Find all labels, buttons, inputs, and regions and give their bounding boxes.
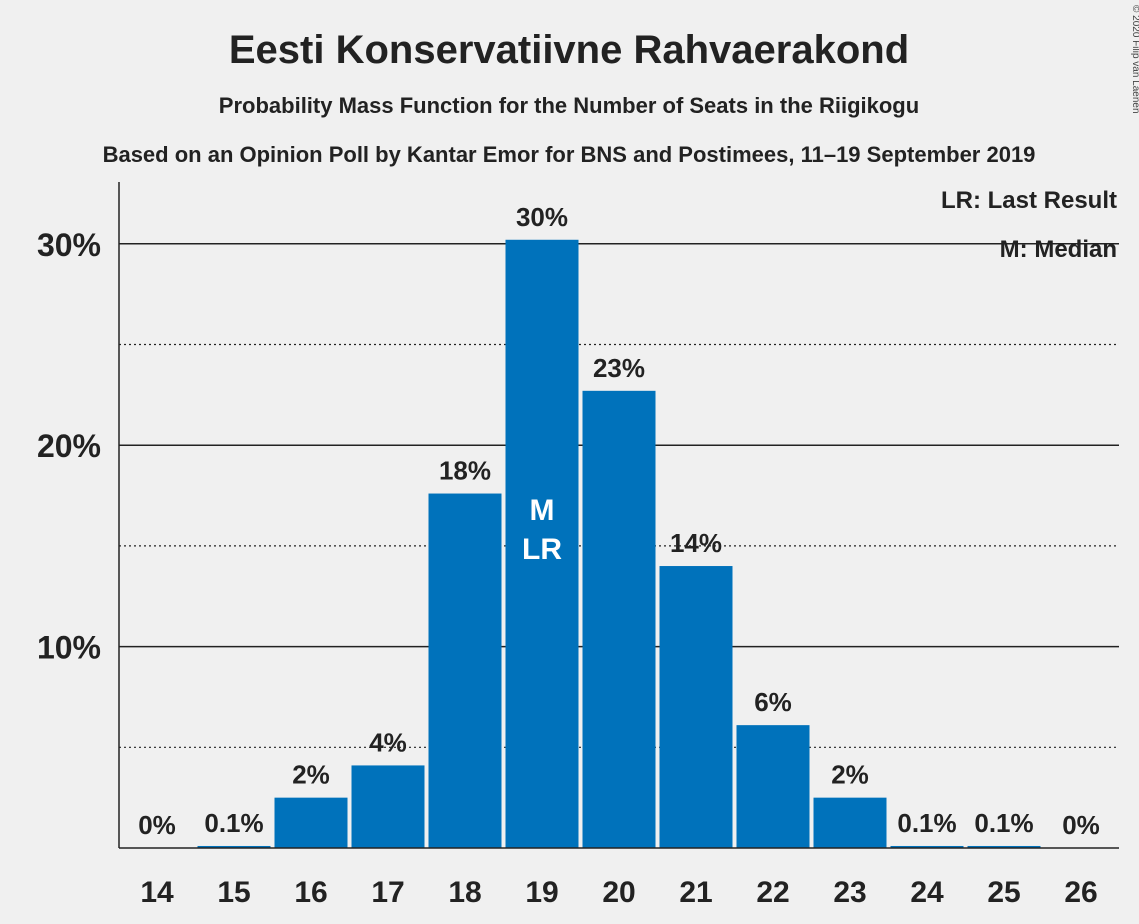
bar-value-label: 18% bbox=[439, 456, 491, 486]
chart-subtitle: Probability Mass Function for the Number… bbox=[219, 93, 919, 118]
x-tick-label: 18 bbox=[448, 876, 481, 909]
median-mark: M bbox=[530, 494, 555, 527]
bar bbox=[505, 239, 579, 849]
x-tick-label: 25 bbox=[987, 876, 1020, 909]
bar-value-label: 14% bbox=[670, 528, 722, 558]
bar-value-label: 2% bbox=[292, 760, 330, 790]
bar-value-label: 0.1% bbox=[897, 808, 956, 838]
bar-value-label: 0.1% bbox=[204, 808, 263, 838]
legend-last-result: LR: Last Result bbox=[941, 187, 1117, 214]
bar bbox=[428, 493, 502, 848]
y-tick-label: 30% bbox=[37, 227, 101, 263]
chart-source-line: Based on an Opinion Poll by Kantar Emor … bbox=[103, 142, 1036, 167]
median-last-result-marks: M LR bbox=[522, 494, 562, 566]
bar bbox=[813, 797, 887, 848]
x-tick-label: 20 bbox=[602, 876, 635, 909]
x-tick-label: 14 bbox=[140, 876, 174, 909]
x-axis-tick-labels: 14 15 16 17 18 19 20 21 22 23 24 25 26 bbox=[140, 876, 1097, 909]
bar-value-label: 6% bbox=[754, 687, 792, 717]
bar-value-labels: 0% 0.1% 2% 4% 18% 30% 23% 14% 6% 2% 0.1% 0.1% 0% bbox=[138, 202, 1100, 840]
x-tick-label: 16 bbox=[294, 876, 327, 909]
y-axis-tick-labels: 10% 20% 30% bbox=[37, 227, 101, 666]
x-tick-label: 24 bbox=[910, 876, 944, 909]
last-result-mark: LR bbox=[522, 533, 562, 566]
y-tick-label: 20% bbox=[37, 428, 101, 464]
x-tick-label: 19 bbox=[525, 876, 558, 909]
x-tick-label: 22 bbox=[756, 876, 789, 909]
x-tick-label: 15 bbox=[217, 876, 250, 909]
bar bbox=[274, 797, 348, 848]
bar-value-label: 0.1% bbox=[974, 808, 1033, 838]
legend-median: M: Median bbox=[1000, 236, 1117, 263]
bar bbox=[351, 765, 425, 848]
bar bbox=[967, 845, 1041, 848]
x-tick-label: 17 bbox=[371, 876, 404, 909]
x-tick-label: 26 bbox=[1064, 876, 1097, 909]
bar bbox=[890, 845, 964, 848]
bar-value-label: 30% bbox=[516, 202, 568, 232]
bar-value-label: 23% bbox=[593, 353, 645, 383]
bar bbox=[582, 390, 656, 848]
bars bbox=[197, 239, 1041, 849]
x-tick-label: 21 bbox=[679, 876, 712, 909]
y-tick-label: 10% bbox=[37, 630, 101, 666]
x-tick-label: 23 bbox=[833, 876, 866, 909]
chart-title: Eesti Konservatiivne Rahvaerakond bbox=[229, 28, 909, 72]
bar bbox=[736, 725, 810, 848]
copyright-note: © 2020 Filip van Laenen bbox=[1130, 5, 1139, 114]
bar-value-label: 2% bbox=[831, 760, 869, 790]
bar bbox=[659, 566, 733, 848]
bar bbox=[197, 845, 271, 848]
bar-value-label: 4% bbox=[369, 727, 407, 757]
bar-value-label: 0% bbox=[1062, 810, 1100, 840]
bar-value-label: 0% bbox=[138, 810, 176, 840]
